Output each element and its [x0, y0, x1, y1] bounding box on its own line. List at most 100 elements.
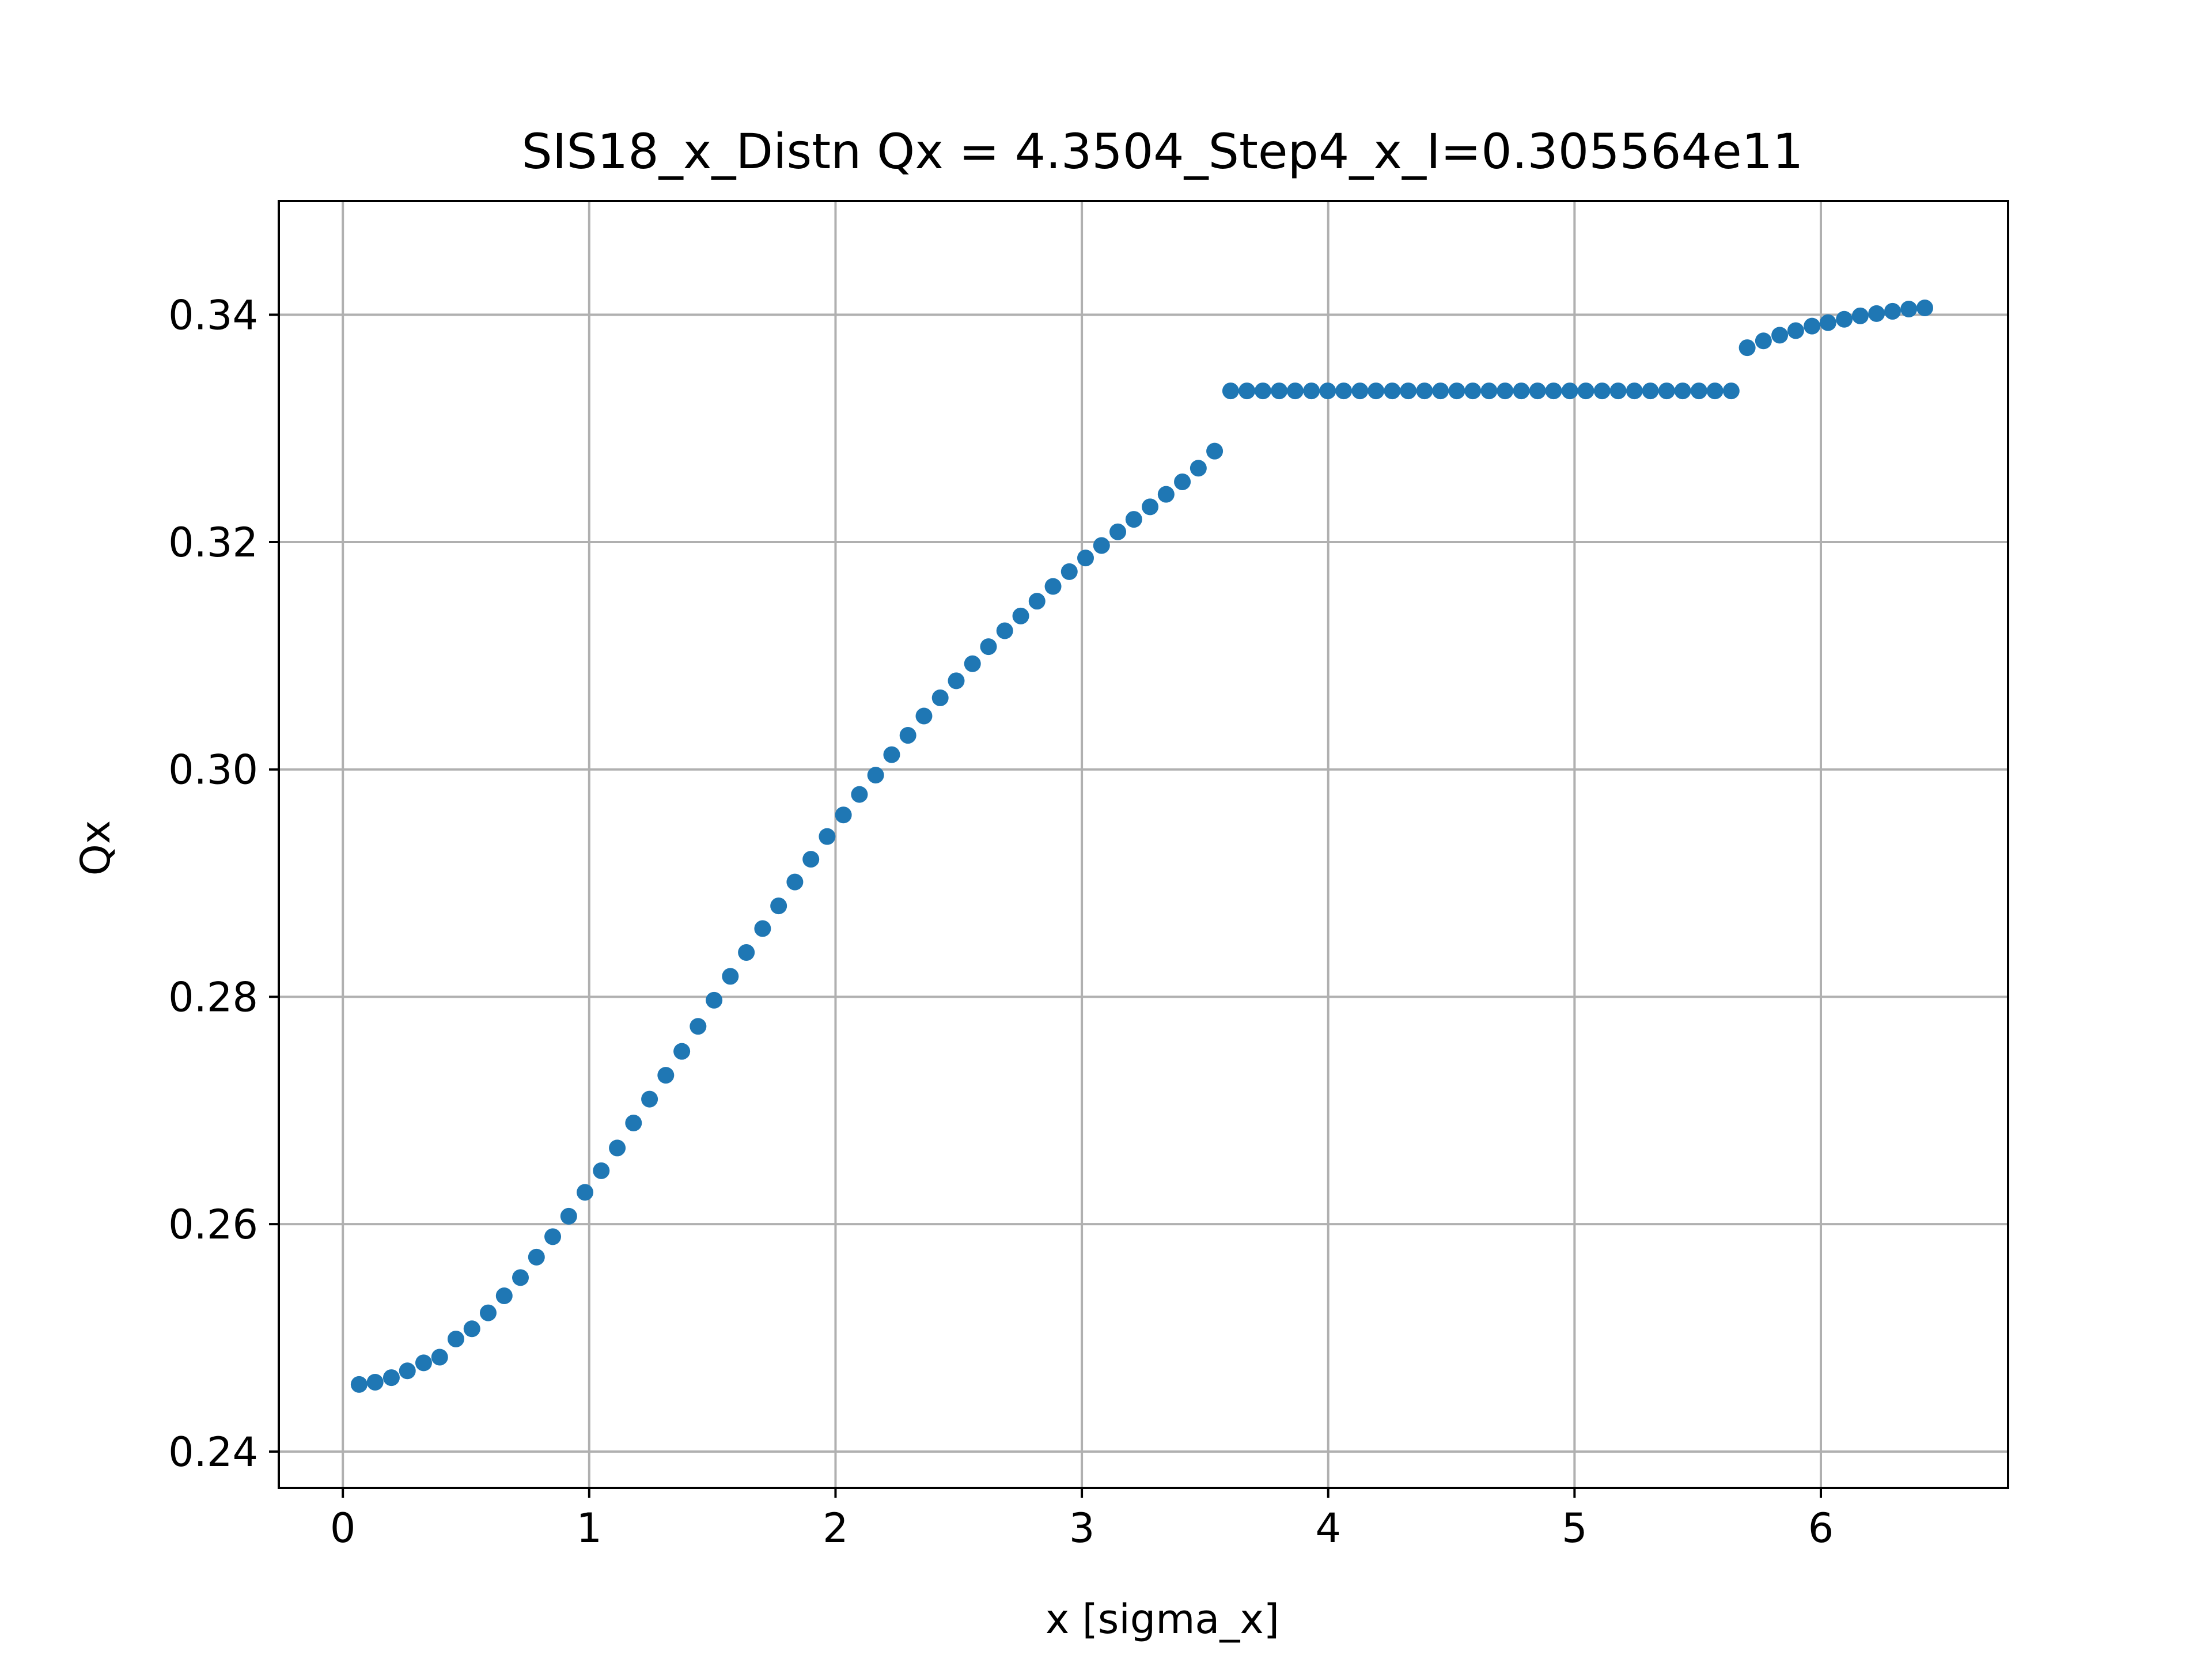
data-point: [544, 1228, 562, 1245]
data-point: [1658, 382, 1675, 400]
data-point: [625, 1115, 642, 1132]
y-axis-ticks: 0.24 0.26 0.28 0.30 0.32 0.34: [168, 291, 279, 1476]
data-point: [447, 1330, 464, 1347]
data-point: [1722, 382, 1740, 400]
data-point: [1400, 382, 1417, 400]
data-point: [366, 1373, 384, 1391]
data-point: [350, 1376, 368, 1393]
data-point: [1012, 607, 1029, 624]
plot-area: [279, 201, 2008, 1488]
data-point: [1157, 486, 1175, 503]
x-tick-label: 2: [823, 1505, 849, 1552]
data-point: [1222, 382, 1239, 400]
data-point: [851, 786, 868, 803]
data-point: [899, 727, 916, 744]
x-tick-label: 6: [1808, 1505, 1834, 1552]
data-point: [1755, 332, 1772, 350]
data-point: [495, 1287, 513, 1304]
data-point: [560, 1207, 577, 1225]
data-point: [528, 1248, 545, 1266]
chart-title: SIS18_x_Distn Qx = 4.3504_Step4_x_I=0.30…: [521, 123, 1803, 180]
data-point: [1271, 382, 1288, 400]
y-tick-label: 0.24: [168, 1429, 258, 1476]
data-point: [1561, 382, 1578, 400]
data-point: [738, 944, 755, 961]
plot-frame: [278, 200, 2009, 1489]
data-point: [1093, 537, 1110, 554]
data-point: [1738, 339, 1756, 357]
data-point: [415, 1354, 432, 1372]
data-point: [1190, 460, 1207, 477]
data-point: [1142, 498, 1159, 516]
data-point: [673, 1043, 691, 1060]
data-point: [1868, 305, 1885, 322]
data-point: [609, 1139, 626, 1157]
data-point: [1125, 511, 1142, 528]
x-tick-label: 1: [577, 1505, 603, 1552]
data-point: [593, 1162, 610, 1179]
y-tick-label: 0.26: [168, 1201, 258, 1248]
y-tick-label: 0.34: [168, 291, 258, 339]
y-tick-label: 0.28: [168, 974, 258, 1021]
data-point: [399, 1362, 416, 1380]
data-point: [1351, 382, 1369, 400]
data-point: [1609, 382, 1627, 400]
data-point: [479, 1304, 497, 1321]
x-axis-label: x [sigma_x]: [1046, 1596, 1279, 1643]
data-point: [1545, 382, 1562, 400]
data-point: [1884, 302, 1901, 320]
y-axis-label: Qx: [72, 820, 119, 876]
data-point: [1416, 382, 1433, 400]
data-point: [1254, 382, 1271, 400]
data-point: [1497, 382, 1514, 400]
y-tick-label: 0.32: [168, 519, 258, 566]
data-point: [819, 828, 836, 845]
data-point: [867, 767, 884, 784]
data-point: [1690, 382, 1707, 400]
data-point: [1206, 442, 1224, 460]
data-point: [1642, 382, 1659, 400]
data-point: [770, 897, 787, 915]
data-point: [948, 672, 965, 690]
data-point: [1464, 382, 1482, 400]
x-tick-label: 4: [1315, 1505, 1341, 1552]
data-point: [931, 689, 949, 706]
data-point: [657, 1067, 675, 1084]
data-point: [1286, 382, 1304, 400]
data-point: [641, 1090, 658, 1108]
data-point: [754, 920, 771, 937]
data-point: [1916, 300, 1933, 317]
data-point: [577, 1184, 594, 1201]
data-point: [463, 1320, 480, 1338]
data-point: [1368, 382, 1385, 400]
data-point: [835, 806, 852, 824]
x-axis-ticks: 0 1 2 3 4 5 6: [330, 1488, 1834, 1552]
data-point: [1513, 382, 1530, 400]
data-points: [350, 300, 1933, 1393]
data-point: [1593, 382, 1611, 400]
data-point: [883, 746, 900, 763]
data-point: [996, 622, 1013, 639]
x-tick-label: 3: [1069, 1505, 1095, 1552]
data-point: [1028, 593, 1046, 610]
data-point: [1109, 523, 1127, 540]
data-point: [1900, 300, 1918, 317]
data-point: [690, 1018, 707, 1035]
x-tick-label: 0: [330, 1505, 356, 1552]
data-point: [512, 1269, 529, 1286]
data-point: [1335, 382, 1353, 400]
data-point: [1044, 578, 1062, 595]
data-point: [1060, 563, 1078, 580]
data-point: [1319, 382, 1336, 400]
data-point: [1706, 382, 1724, 400]
data-point: [1384, 382, 1401, 400]
data-point: [382, 1369, 400, 1387]
data-point: [964, 655, 981, 672]
data-point: [1238, 382, 1256, 400]
data-point: [1804, 317, 1821, 335]
data-point: [786, 873, 804, 891]
data-point: [802, 851, 820, 868]
x-tick-label: 5: [1562, 1505, 1588, 1552]
data-point: [1674, 382, 1691, 400]
